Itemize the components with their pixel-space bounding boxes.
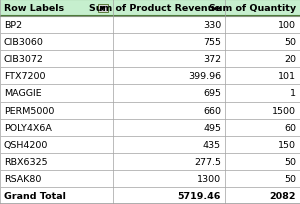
Bar	[225, 85, 300, 102]
Bar	[112, 119, 225, 136]
Text: RSAK80: RSAK80	[4, 174, 41, 183]
Bar	[112, 187, 225, 204]
Text: RBX6325: RBX6325	[4, 157, 48, 166]
Text: CIB3060: CIB3060	[4, 38, 44, 47]
Bar	[0, 187, 112, 204]
Bar	[225, 34, 300, 51]
Bar	[225, 119, 300, 136]
Text: Row Labels: Row Labels	[4, 4, 64, 13]
Bar	[112, 17, 225, 34]
Text: 435: 435	[203, 140, 221, 149]
Text: 1: 1	[290, 89, 296, 98]
Bar	[0, 136, 112, 153]
Text: Sum of Product Revenue: Sum of Product Revenue	[89, 4, 221, 13]
Bar	[112, 68, 225, 85]
Text: 60: 60	[284, 123, 296, 132]
Bar	[0, 0, 112, 17]
Text: 101: 101	[278, 72, 296, 81]
Text: 372: 372	[203, 55, 221, 64]
Text: ▼: ▼	[100, 6, 105, 11]
Bar	[225, 102, 300, 119]
FancyBboxPatch shape	[98, 4, 107, 12]
Bar	[0, 17, 112, 34]
Bar	[225, 51, 300, 68]
Text: 50: 50	[284, 157, 296, 166]
Bar	[0, 170, 112, 187]
Bar	[0, 34, 112, 51]
Bar	[225, 68, 300, 85]
Text: 330: 330	[203, 21, 221, 30]
Text: 660: 660	[203, 106, 221, 115]
Text: 150: 150	[278, 140, 296, 149]
Text: 50: 50	[284, 174, 296, 183]
Bar	[0, 68, 112, 85]
Bar	[225, 153, 300, 170]
Bar	[0, 85, 112, 102]
Bar	[225, 136, 300, 153]
Text: 495: 495	[203, 123, 221, 132]
Text: POLY4X6A: POLY4X6A	[4, 123, 52, 132]
Bar	[225, 170, 300, 187]
Text: BP2: BP2	[4, 21, 22, 30]
Bar	[112, 0, 225, 17]
Text: 20: 20	[284, 55, 296, 64]
Bar	[112, 102, 225, 119]
Text: 399.96: 399.96	[188, 72, 221, 81]
Bar	[225, 187, 300, 204]
Text: 1300: 1300	[197, 174, 221, 183]
Text: 50: 50	[284, 38, 296, 47]
Bar	[112, 85, 225, 102]
Text: Grand Total: Grand Total	[4, 191, 66, 200]
Bar	[225, 17, 300, 34]
Bar	[225, 0, 300, 17]
Text: 1500: 1500	[272, 106, 296, 115]
Bar	[0, 51, 112, 68]
Text: QSH4200: QSH4200	[4, 140, 48, 149]
Text: Sum of Quantity: Sum of Quantity	[209, 4, 296, 13]
Text: 100: 100	[278, 21, 296, 30]
Bar	[112, 170, 225, 187]
Text: 755: 755	[203, 38, 221, 47]
Text: 2082: 2082	[269, 191, 296, 200]
Bar	[112, 34, 225, 51]
Text: PERM5000: PERM5000	[4, 106, 54, 115]
Text: FTX7200: FTX7200	[4, 72, 46, 81]
Text: 695: 695	[203, 89, 221, 98]
Bar	[0, 102, 112, 119]
Bar	[112, 153, 225, 170]
Bar	[0, 119, 112, 136]
Text: 277.5: 277.5	[194, 157, 221, 166]
Text: CIB3072: CIB3072	[4, 55, 44, 64]
Bar	[112, 51, 225, 68]
Bar	[112, 136, 225, 153]
Text: 5719.46: 5719.46	[178, 191, 221, 200]
Text: MAGGIE: MAGGIE	[4, 89, 42, 98]
Bar	[0, 153, 112, 170]
